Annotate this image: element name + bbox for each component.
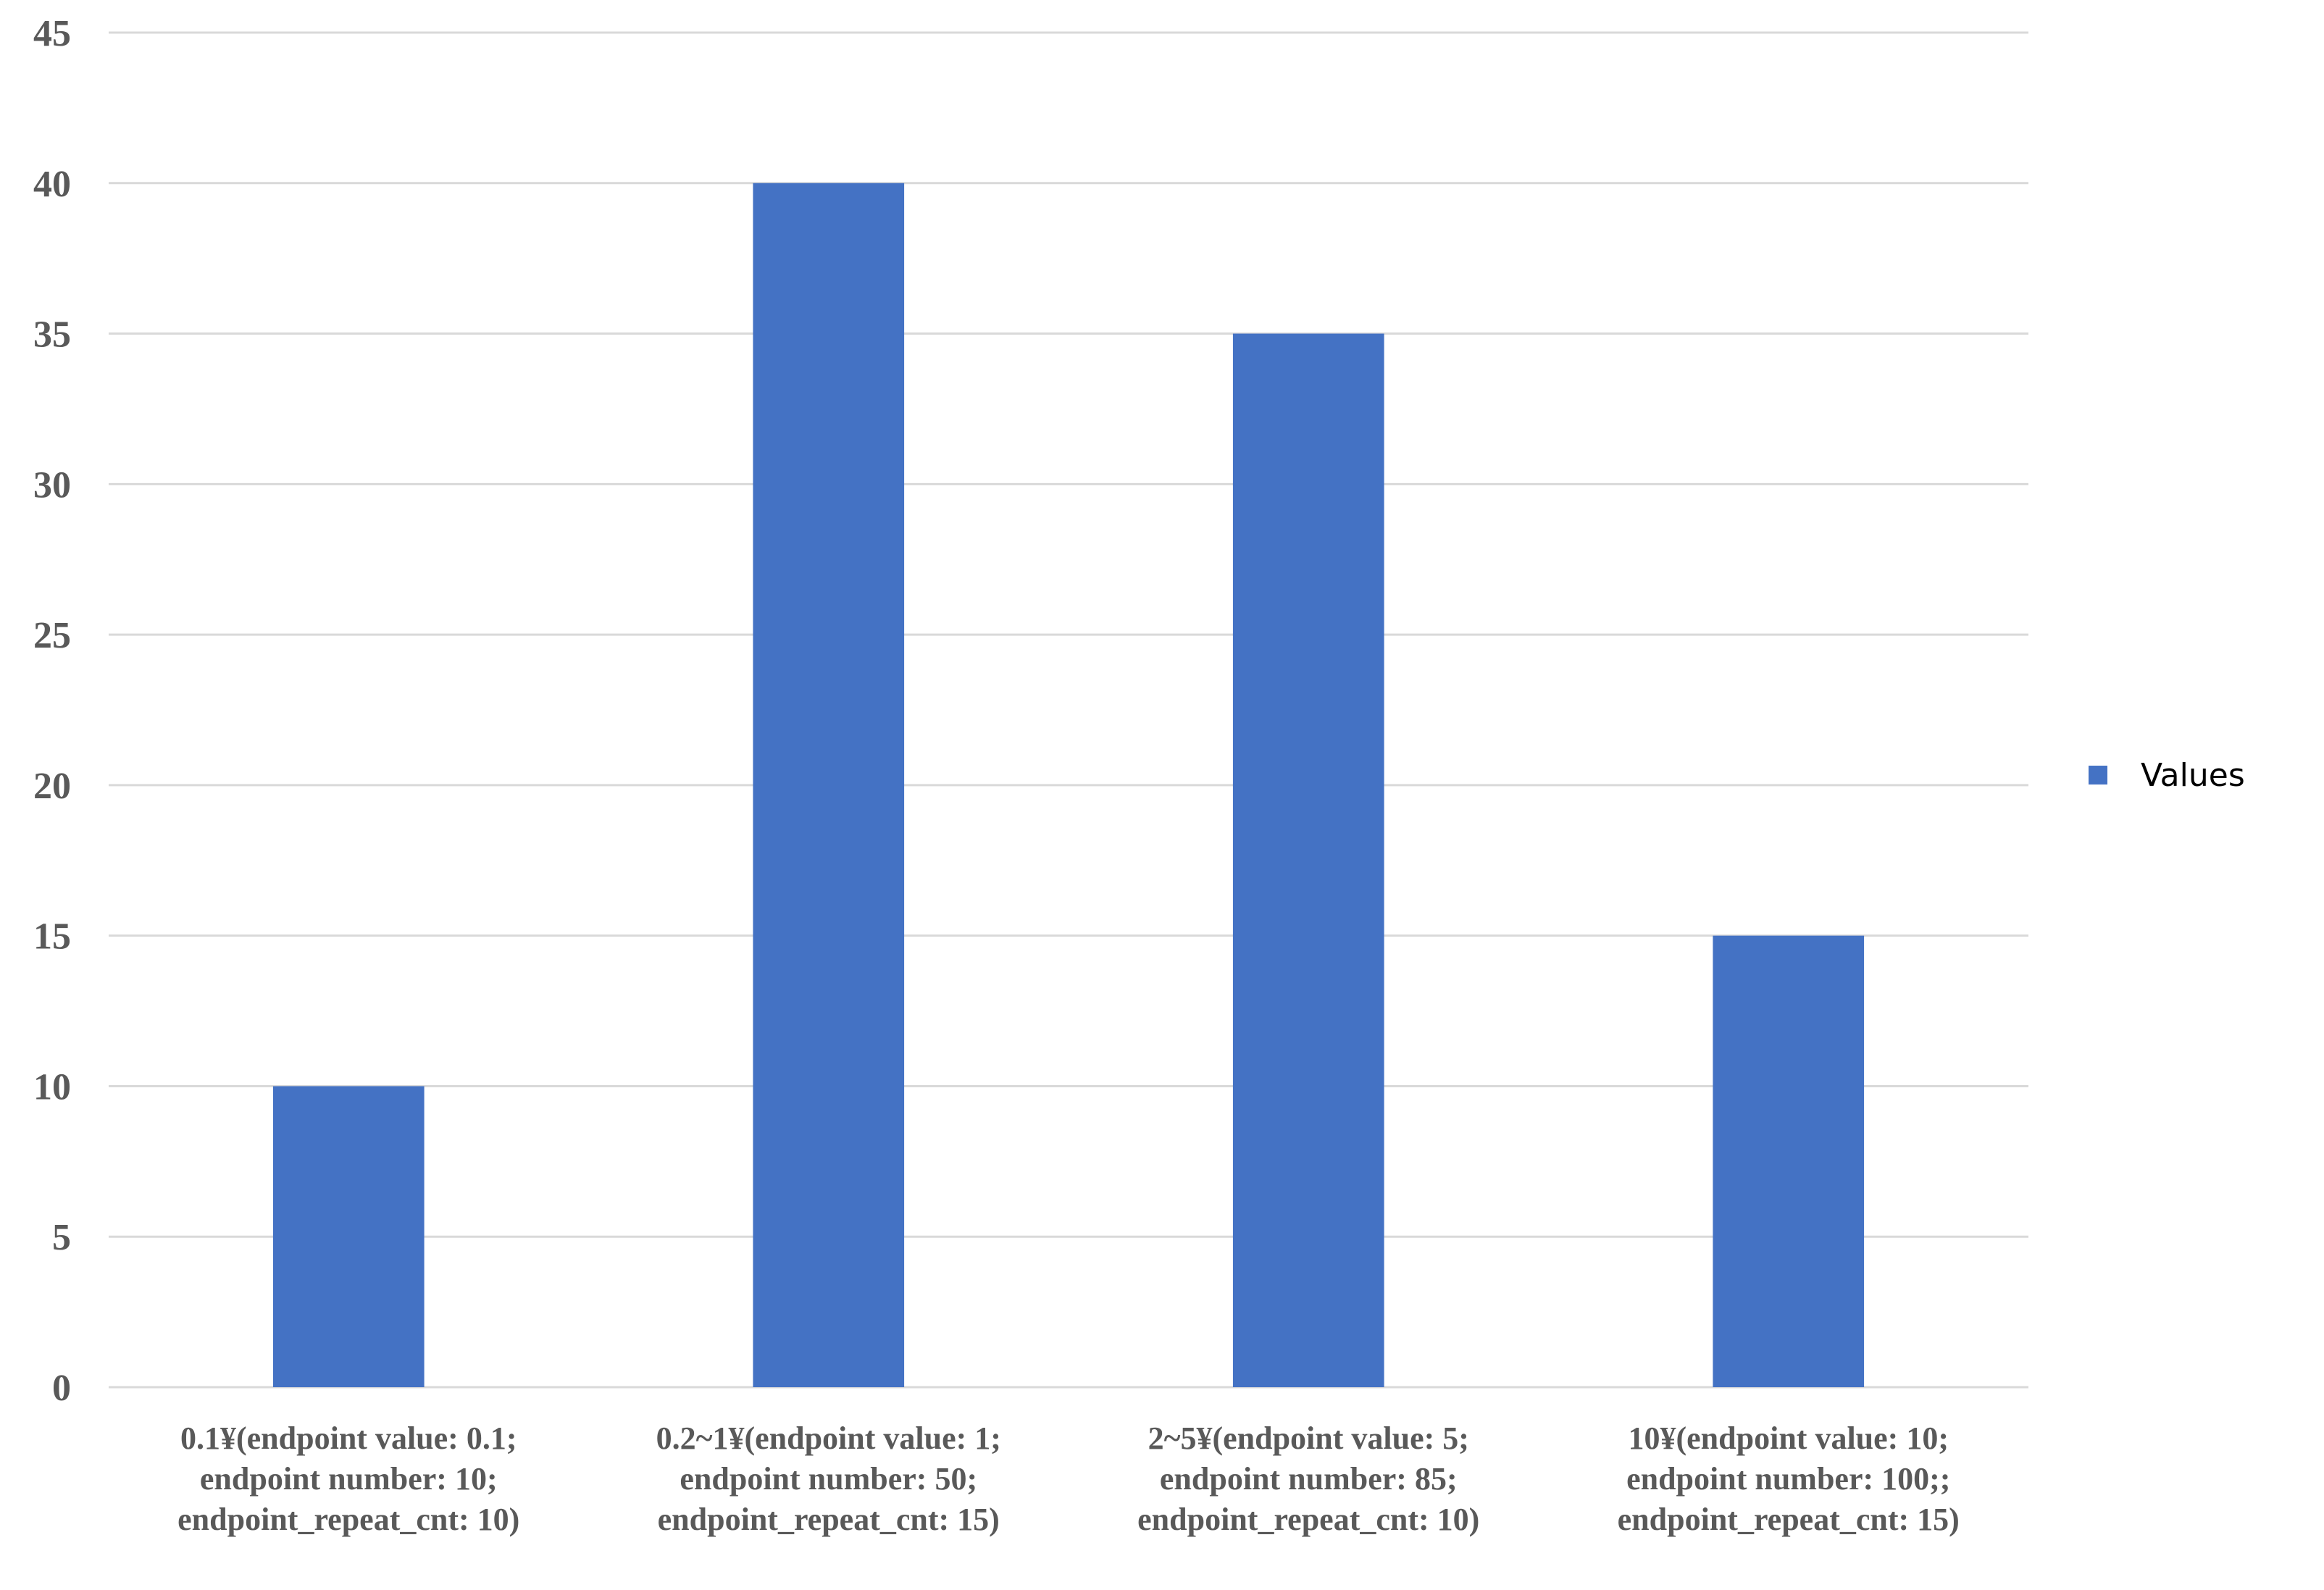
bar[interactable]: [753, 183, 905, 1387]
y-tick-label: 25: [33, 615, 71, 656]
x-category-label: 2~5¥(endpoint value: 5; endpoint number: …: [1137, 1420, 1479, 1537]
bar[interactable]: [1713, 935, 1865, 1387]
x-category-label: 0.2~1¥(endpoint value: 1; endpoint number…: [656, 1420, 1001, 1537]
gridlines: [109, 31, 2028, 1389]
y-tick-label: 40: [33, 164, 71, 205]
x-axis-labels: 0.1¥(endpoint value: 0.1; endpoint number…: [177, 1420, 1960, 1537]
bar[interactable]: [1232, 333, 1384, 1387]
y-tick-label: 30: [33, 464, 71, 506]
legend-label: Values: [2141, 757, 2245, 794]
bar[interactable]: [272, 1086, 425, 1387]
y-tick-label: 0: [52, 1368, 71, 1409]
y-tick-label: 10: [33, 1066, 71, 1108]
x-category-label: 10¥(endpoint value: 10; endpoint number: …: [1618, 1420, 1960, 1537]
y-tick-label: 20: [33, 766, 71, 807]
legend-swatch: [2089, 766, 2107, 784]
x-category-label: 0.1¥(endpoint value: 0.1; endpoint number…: [177, 1420, 519, 1537]
legend[interactable]: Values: [2089, 757, 2245, 794]
y-tick-label: 15: [33, 916, 71, 958]
y-tick-label: 5: [52, 1217, 71, 1258]
y-tick-label: 45: [33, 13, 71, 54]
y-axis-ticks: 0 5 10 15 20 25 30 35 40 45: [33, 13, 71, 1409]
bars: [272, 183, 1865, 1387]
y-tick-label: 35: [33, 314, 71, 356]
